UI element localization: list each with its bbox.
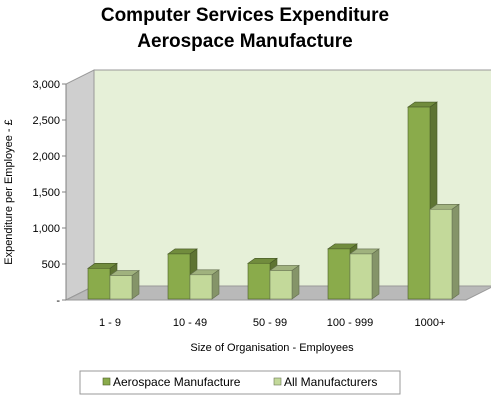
x-tick-label: 1000+ xyxy=(415,317,446,329)
y-tick-label: 1,000 xyxy=(32,223,60,235)
bar-front xyxy=(87,268,111,300)
bar-front xyxy=(407,106,431,300)
bar-front xyxy=(269,270,293,300)
y-tick-label: - xyxy=(56,295,60,307)
bar-front xyxy=(109,275,133,300)
legend-box xyxy=(79,370,401,395)
y-tick-label: 1,500 xyxy=(32,187,60,199)
bar-side xyxy=(451,203,460,300)
legend: Aerospace Manufacture All Manufacturers xyxy=(79,370,401,395)
bar-front xyxy=(429,208,453,300)
bar-front xyxy=(349,253,373,300)
bar xyxy=(429,203,460,300)
bar-front xyxy=(327,248,351,300)
bar xyxy=(189,269,220,300)
bar xyxy=(109,269,140,300)
chart-title-line-1: Computer Services Expenditure xyxy=(101,5,389,26)
legend-entry-label: All Manufacturers xyxy=(284,375,377,389)
plot-area: - 500 1,000 1,500 2,000 2,500 3,000 1 - 9 10 - 4… xyxy=(32,69,491,329)
y-axis-label: Expenditure per Employee - £ xyxy=(3,119,15,265)
bar-front xyxy=(247,262,271,300)
bar xyxy=(349,248,380,300)
y-tick-label: 2,000 xyxy=(32,151,60,163)
bar-side xyxy=(291,264,300,300)
legend-swatch xyxy=(273,377,282,386)
side-wall xyxy=(65,69,95,301)
x-axis-label: Size of Organisation - Employees xyxy=(190,342,354,354)
bar-front xyxy=(189,274,213,300)
bar-side xyxy=(371,248,380,300)
x-tick-label: 1 - 9 xyxy=(99,317,121,329)
chart-title-line-2: Aerospace Manufacture xyxy=(137,31,352,52)
x-tick-label: 10 - 49 xyxy=(173,317,207,329)
y-tick-label: 2,500 xyxy=(32,115,60,127)
bar-front xyxy=(167,253,191,300)
legend-entry-label: Aerospace Manufacture xyxy=(113,375,241,389)
x-tick-label: 50 - 99 xyxy=(253,317,287,329)
legend-swatch xyxy=(102,377,111,386)
bar xyxy=(269,264,300,300)
y-tick-label: 500 xyxy=(42,259,60,271)
x-tick-label: 100 - 999 xyxy=(327,317,373,329)
y-tick-label: 3,000 xyxy=(32,79,60,91)
